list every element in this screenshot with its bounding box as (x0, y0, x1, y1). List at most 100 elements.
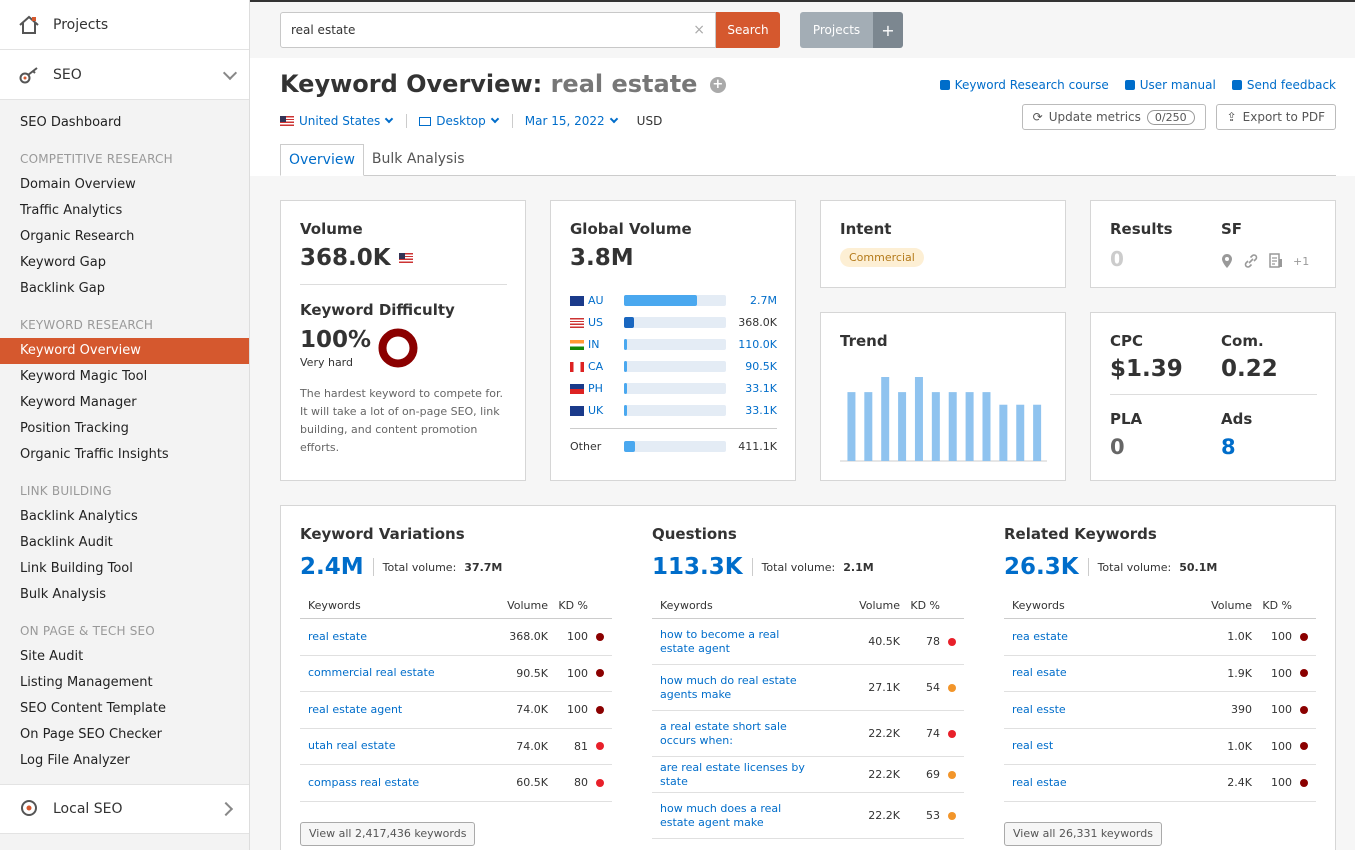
panel-count[interactable]: 2.4M (300, 554, 364, 580)
update-metrics-button[interactable]: ⟳ Update metrics 0/250 (1021, 104, 1206, 130)
country-volume-value[interactable]: 33.1K (745, 382, 777, 395)
country-volume-value[interactable]: 110.0K (738, 338, 777, 351)
keyword-link[interactable]: real estate (308, 629, 367, 643)
add-keyword-icon[interactable]: + (709, 77, 726, 93)
keyword-link[interactable]: real estae (1012, 775, 1067, 789)
date-select[interactable]: Mar 15, 2022 (525, 114, 618, 128)
trend-bar[interactable] (982, 392, 991, 461)
send-feedback-link[interactable]: Send feedback (1231, 78, 1336, 92)
keyword-volume: 1.0K (1227, 630, 1252, 644)
trend-bar[interactable] (898, 392, 907, 461)
search-button[interactable]: Search (716, 12, 780, 48)
projects-button[interactable]: Projects (800, 12, 873, 48)
keyword-link[interactable]: are real estate licenses by state (660, 760, 805, 788)
clear-icon[interactable]: × (693, 22, 705, 38)
keyword-link[interactable]: compass real estate (308, 775, 420, 789)
sidebar-seo-toggle[interactable]: SEO (0, 50, 249, 100)
sidebar-item-keyword-overview[interactable]: Keyword Overview (0, 338, 249, 364)
country-volume-value[interactable]: 90.5K (745, 360, 777, 373)
sidebar-item-link-building-tool[interactable]: Link Building Tool (20, 561, 133, 576)
tab-overview[interactable]: Overview (280, 144, 364, 176)
add-project-button[interactable]: + (873, 12, 903, 48)
panel-count[interactable]: 113.3K (652, 554, 743, 580)
sidebar-item-on-page-seo-checker[interactable]: On Page SEO Checker (20, 727, 162, 742)
global-volume-title: Global Volume (570, 220, 692, 238)
country-code[interactable]: IN (588, 338, 600, 351)
pla-value: 0 (1110, 435, 1125, 459)
volume-value: 368.0K (300, 245, 391, 271)
panel-title: Keyword Variations (300, 525, 465, 543)
country-volume-value[interactable]: 33.1K (745, 404, 777, 417)
trend-bar[interactable] (1033, 404, 1042, 461)
keyword-link[interactable]: a real estate short sale occurs when: (660, 719, 787, 747)
kd-indicator-dot (596, 778, 604, 787)
other-bar (624, 441, 726, 452)
trend-bar[interactable] (1016, 404, 1025, 461)
keyword-volume: 368.0K (509, 630, 548, 644)
trend-bar[interactable] (864, 392, 873, 461)
keyword-link[interactable]: commercial real estate (308, 666, 435, 680)
trend-bar[interactable] (914, 377, 923, 461)
keyword-link[interactable]: utah real estate (308, 739, 396, 753)
sidebar-item-organic-research[interactable]: Organic Research (20, 229, 135, 244)
trend-bar[interactable] (965, 392, 974, 461)
chevron-down-icon (490, 114, 500, 124)
search-input[interactable] (281, 13, 681, 47)
keyword-link[interactable]: how much do real estate agents make (660, 673, 797, 701)
sidebar-item-keyword-gap[interactable]: Keyword Gap (20, 255, 106, 270)
trend-bar[interactable] (999, 404, 1008, 461)
keyword-volume: 74.0K (516, 739, 548, 753)
country-code[interactable]: US (588, 316, 604, 329)
keyword-link[interactable]: how much does a real estate agent make (660, 801, 782, 829)
device-select[interactable]: Desktop (419, 114, 500, 128)
keyword-link[interactable]: how to become a real estate agent (660, 627, 780, 655)
country-code[interactable]: AU (588, 294, 604, 307)
keyword-volume: 27.1K (868, 681, 900, 694)
view-all-keywords-button[interactable]: View all 2,417,436 keywords (300, 822, 476, 846)
total-volume-label: Total volume: (761, 560, 836, 574)
panel-count[interactable]: 26.3K (1004, 554, 1079, 580)
trend-bar[interactable] (948, 392, 957, 461)
keyword-link[interactable]: real esste (1012, 702, 1066, 716)
sidebar-projects[interactable]: Projects (0, 0, 249, 50)
sidebar-item-keyword-magic-tool[interactable]: Keyword Magic Tool (20, 369, 148, 384)
sidebar-item-organic-traffic-insights[interactable]: Organic Traffic Insights (20, 447, 169, 462)
sidebar-item-traffic-analytics[interactable]: Traffic Analytics (20, 203, 123, 218)
sidebar-item-log-file-analyzer[interactable]: Log File Analyzer (20, 753, 130, 768)
sidebar-item-domain-overview[interactable]: Domain Overview (20, 177, 136, 192)
link-icon (1244, 254, 1258, 268)
refresh-icon: ⟳ (1032, 110, 1043, 124)
country-volume-value[interactable]: 2.7M (750, 294, 777, 307)
keyword-link[interactable]: real esate (1012, 666, 1067, 680)
keyword-link[interactable]: rea estate (1012, 629, 1068, 643)
sidebar-item-backlink-analytics[interactable]: Backlink Analytics (20, 509, 138, 524)
col-kd: KD % (558, 599, 588, 612)
sidebar-item-bulk-analysis[interactable]: Bulk Analysis (20, 587, 106, 602)
sidebar-item-backlink-gap[interactable]: Backlink Gap (20, 281, 105, 296)
sidebar-item-listing-management[interactable]: Listing Management (20, 675, 153, 690)
sidebar-item-keyword-manager[interactable]: Keyword Manager (20, 395, 137, 410)
keyword-link[interactable]: real est (1012, 739, 1054, 753)
country-select[interactable]: United States (280, 114, 394, 128)
sidebar-item-site-audit[interactable]: Site Audit (20, 649, 84, 664)
keyword-link[interactable]: real estate agent (308, 702, 403, 716)
sidebar-item-backlink-audit[interactable]: Backlink Audit (20, 535, 113, 550)
country-code[interactable]: PH (588, 382, 603, 395)
sidebar-item-seo-dashboard[interactable]: SEO Dashboard (20, 115, 122, 130)
export-pdf-button[interactable]: ⇪ Export to PDF (1215, 104, 1336, 130)
volume-card: Volume 368.0K Keyword Difficulty 100% Ve… (280, 200, 526, 481)
keyword-kd: 54 (926, 681, 940, 694)
country-code[interactable]: CA (588, 360, 604, 373)
trend-bar[interactable] (881, 377, 890, 461)
view-all-keywords-button[interactable]: View all 26,331 keywords (1004, 822, 1162, 846)
sidebar-item-seo-content-template[interactable]: SEO Content Template (20, 701, 166, 716)
keyword-research-course-link[interactable]: Keyword Research course (939, 78, 1109, 92)
trend-bar[interactable] (847, 392, 856, 461)
tab-bulk-analysis[interactable]: Bulk Analysis (371, 151, 465, 167)
table-row: real estate 368.0K 100 (300, 619, 612, 656)
sidebar-local-seo[interactable]: Local SEO (0, 784, 249, 834)
user-manual-link[interactable]: User manual (1124, 78, 1216, 92)
country-code[interactable]: UK (588, 404, 604, 417)
trend-bar[interactable] (931, 392, 940, 461)
sidebar-item-position-tracking[interactable]: Position Tracking (20, 421, 129, 436)
